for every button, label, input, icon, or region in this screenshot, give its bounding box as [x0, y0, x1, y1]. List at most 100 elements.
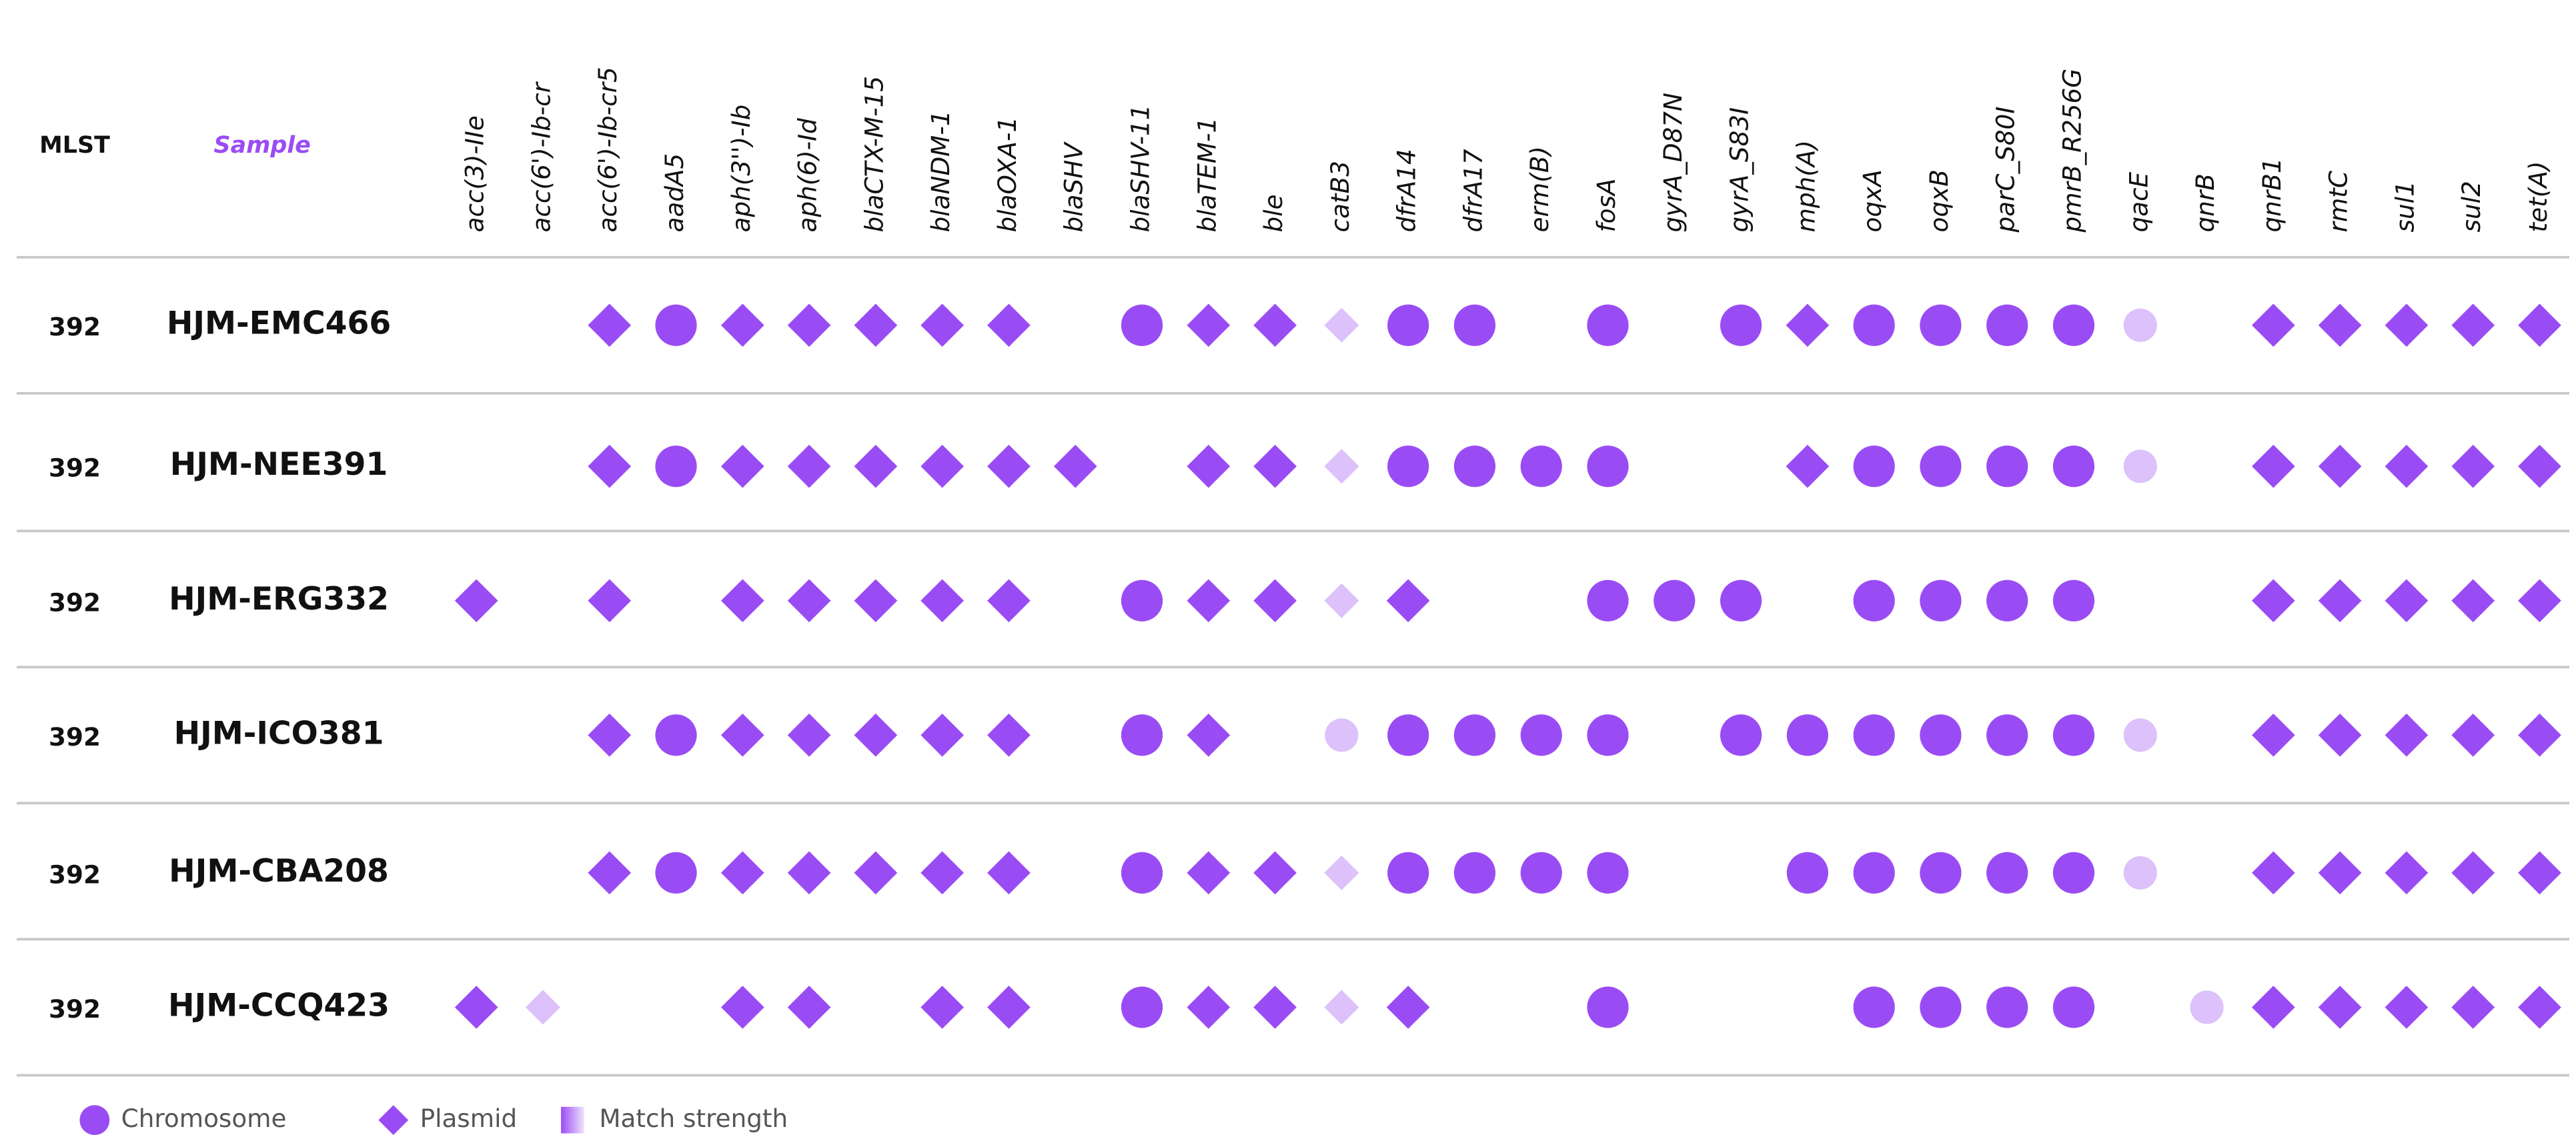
plasmid-marker — [1253, 303, 1297, 347]
chromosome-marker — [655, 714, 697, 756]
plasmid-marker — [1253, 851, 1297, 895]
gene-label: blaCTX-M-15 — [859, 76, 888, 233]
gene-label: mph(A) — [1791, 140, 1820, 232]
chromosome-marker — [1920, 714, 1962, 756]
gene-label: pmrB_R256G — [2057, 69, 2086, 233]
gene-label: aph(6)-Id — [793, 118, 822, 233]
plasmid-marker — [787, 579, 831, 623]
plasmid-marker — [1324, 855, 1359, 890]
chromosome-marker — [1986, 714, 2028, 756]
chromosome-marker — [2123, 449, 2157, 483]
gene-label: fosA — [1591, 178, 1621, 232]
plasmid-marker — [1786, 303, 1830, 347]
chromosome-marker — [1853, 304, 1895, 346]
chromosome-marker — [2052, 714, 2095, 756]
chromosome-marker — [1121, 986, 1163, 1028]
plasmid-marker — [1187, 713, 1231, 757]
sample-name: HJM-ICO381 — [174, 715, 384, 752]
chromosome-marker — [1920, 852, 1962, 894]
plasmid-marker — [2518, 986, 2561, 1029]
plasmid-marker — [854, 851, 898, 895]
plasmid-marker — [588, 579, 632, 623]
chromosome-marker — [2052, 852, 2095, 894]
chromosome-marker — [1853, 852, 1895, 894]
plasmid-marker — [2385, 579, 2429, 623]
plasmid-marker — [454, 579, 498, 623]
chromosome-marker — [1853, 580, 1895, 622]
plasmid-marker — [588, 851, 632, 895]
chromosome-marker — [1387, 852, 1429, 894]
chromosome-marker — [1920, 580, 1962, 622]
chromosome-marker — [1587, 445, 1629, 487]
chromosome-marker — [2123, 718, 2157, 752]
mlst: 392 — [49, 588, 101, 617]
sample-name: HJM-NEE391 — [170, 446, 388, 483]
gene-label: dfrA17 — [1458, 149, 1487, 232]
gene-label: qnrB — [2190, 173, 2220, 232]
plasmid-marker — [2251, 303, 2295, 347]
plasmid-marker — [787, 713, 831, 757]
plasmid-marker — [1053, 444, 1097, 488]
chromosome-marker — [1786, 852, 1828, 894]
chromosome-marker — [1654, 580, 1696, 622]
plasmid-marker — [854, 579, 898, 623]
chromosome-marker — [2052, 445, 2095, 487]
plasmid-marker — [1187, 579, 1231, 623]
chromosome-marker — [2190, 990, 2224, 1024]
plasmid-marker — [2385, 444, 2429, 488]
chromosome-marker — [1720, 714, 1762, 756]
plasmid-marker — [2451, 579, 2495, 623]
gene-label: catB3 — [1325, 161, 1355, 232]
mlst: 392 — [49, 860, 101, 889]
sample-name: HJM-EMC466 — [167, 305, 391, 342]
gene-label: erm(B) — [1525, 146, 1554, 232]
chromosome-marker — [1986, 445, 2028, 487]
plasmid-marker — [920, 713, 964, 757]
gene-label: acc(6')-Ib-cr — [526, 81, 556, 232]
plasmid-marker — [2451, 303, 2495, 347]
plasmid-marker — [920, 303, 964, 347]
gene-label: blaTEM-1 — [1192, 117, 1221, 233]
plasmid-marker — [2318, 444, 2362, 488]
plasmid-marker — [987, 444, 1031, 488]
sample-name: HJM-ERG332 — [169, 581, 389, 618]
chromosome-marker — [1121, 714, 1163, 756]
plasmid-marker — [2385, 713, 2429, 757]
plasmid-marker — [720, 303, 764, 347]
mlst: 392 — [49, 722, 101, 752]
plasmid-marker — [2318, 303, 2362, 347]
plasmid-marker — [454, 986, 498, 1029]
gene-label: gyrA_S83I — [1725, 107, 1754, 232]
chromosome-marker — [1786, 714, 1828, 756]
plasmid-marker — [787, 303, 831, 347]
chromosome-marker — [1387, 714, 1429, 756]
plasmid-marker — [2518, 444, 2561, 488]
chromosome-marker — [1587, 714, 1629, 756]
gene-label: sul2 — [2457, 181, 2486, 232]
chromosome-marker — [2052, 304, 2095, 346]
plasmid-marker — [787, 851, 831, 895]
plasmid-marker — [1253, 579, 1297, 623]
plasmid-marker — [2451, 986, 2495, 1029]
plasmid-marker — [525, 990, 561, 1025]
plasmid-marker — [1386, 986, 1430, 1029]
legend-gradient — [561, 1106, 584, 1134]
chromosome-marker — [1986, 986, 2028, 1028]
plasmid-marker — [920, 986, 964, 1029]
chromosome-marker — [655, 852, 697, 894]
plasmid-marker — [987, 986, 1031, 1029]
chromosome-marker — [1520, 714, 1562, 756]
plasmid-marker — [1324, 583, 1359, 618]
plasmid-marker — [720, 579, 764, 623]
mlst-header: MLST — [39, 132, 110, 159]
chromosome-marker — [1587, 852, 1629, 894]
chromosome-marker — [655, 445, 697, 487]
gene-label: oqxB — [1924, 169, 1954, 232]
plasmid-marker — [920, 444, 964, 488]
chromosome-marker — [1920, 445, 1962, 487]
chromosome-marker — [2123, 308, 2157, 342]
sample-header: Sample — [214, 132, 311, 159]
legend-label: Chromosome — [121, 1104, 287, 1133]
plasmid-marker — [588, 444, 632, 488]
